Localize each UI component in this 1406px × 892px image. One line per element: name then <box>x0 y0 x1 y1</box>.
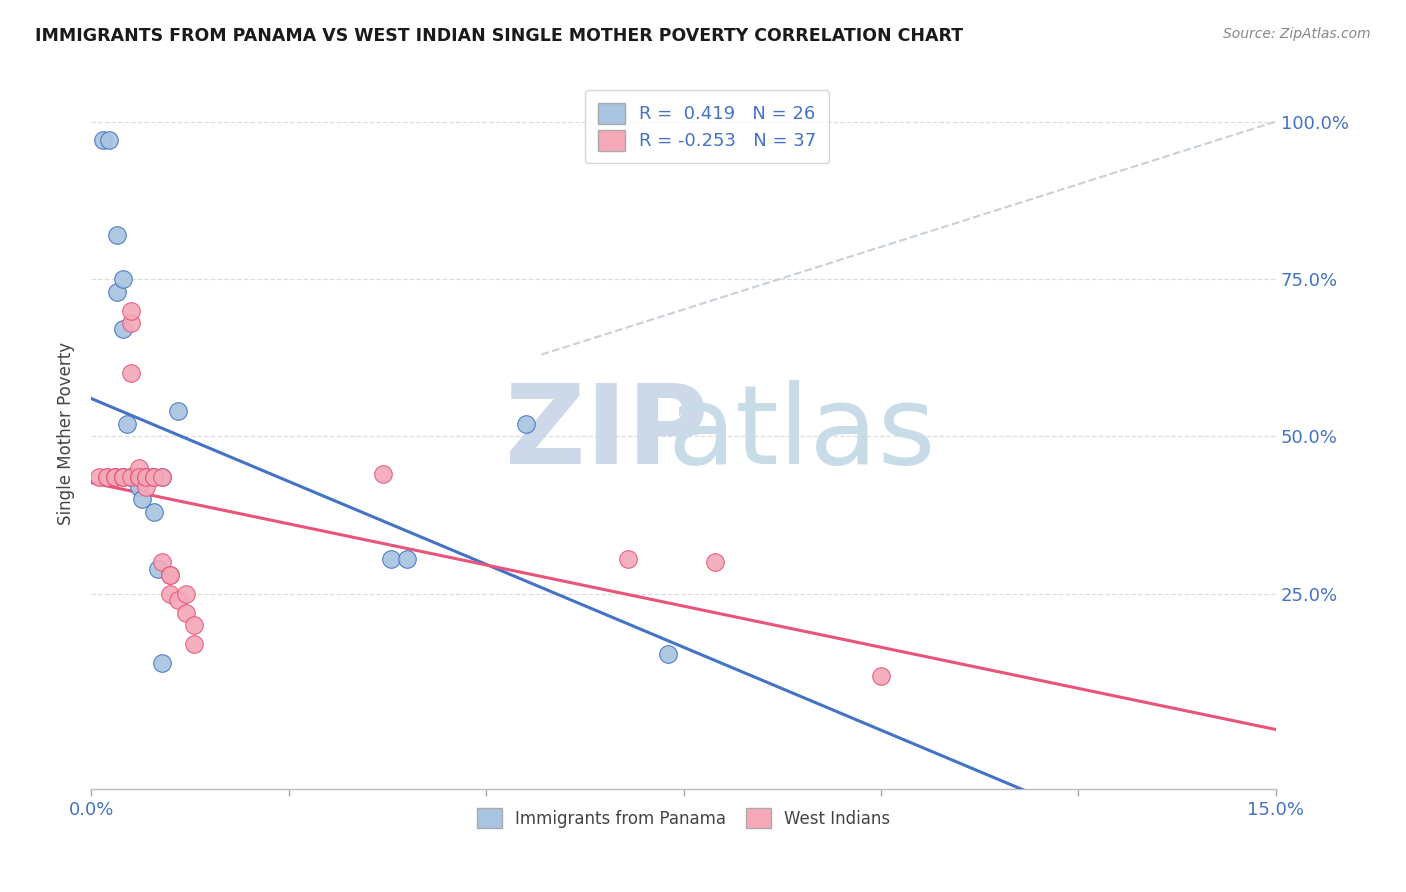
Point <box>128 470 150 484</box>
Point <box>105 227 128 242</box>
Point <box>150 470 173 484</box>
Point <box>183 618 205 632</box>
Point <box>135 470 157 484</box>
Point <box>159 587 181 601</box>
Point <box>135 470 157 484</box>
Point <box>143 505 166 519</box>
Point <box>87 470 110 484</box>
Point <box>143 470 166 484</box>
Point <box>120 470 142 484</box>
Point <box>135 470 157 484</box>
Point <box>111 470 134 484</box>
Point <box>120 303 142 318</box>
Point <box>159 568 181 582</box>
Point <box>143 470 166 484</box>
Point <box>111 322 134 336</box>
Point <box>704 556 727 570</box>
Point <box>167 593 190 607</box>
Point <box>91 133 114 147</box>
Text: Source: ZipAtlas.com: Source: ZipAtlas.com <box>1223 27 1371 41</box>
Point <box>105 285 128 299</box>
Point <box>515 417 537 431</box>
Point <box>150 470 173 484</box>
Point <box>174 587 197 601</box>
Point <box>128 480 150 494</box>
Point <box>120 316 142 330</box>
Point <box>135 480 157 494</box>
Point <box>167 404 190 418</box>
Legend: Immigrants from Panama, West Indians: Immigrants from Panama, West Indians <box>470 802 897 834</box>
Point <box>111 470 134 484</box>
Point <box>373 467 395 482</box>
Y-axis label: Single Mother Poverty: Single Mother Poverty <box>58 342 75 524</box>
Point <box>380 552 402 566</box>
Point <box>135 470 157 484</box>
Point <box>131 492 153 507</box>
Point <box>657 647 679 661</box>
Text: IMMIGRANTS FROM PANAMA VS WEST INDIAN SINGLE MOTHER POVERTY CORRELATION CHART: IMMIGRANTS FROM PANAMA VS WEST INDIAN SI… <box>35 27 963 45</box>
Point <box>111 272 134 286</box>
Point <box>183 637 205 651</box>
Point <box>104 470 127 484</box>
Point <box>870 669 893 683</box>
Point <box>120 367 142 381</box>
Point <box>159 568 181 582</box>
Point <box>125 470 148 484</box>
Point <box>111 470 134 484</box>
Point <box>120 470 142 484</box>
Point <box>97 133 120 147</box>
Text: atlas: atlas <box>668 380 936 487</box>
Point <box>124 470 146 484</box>
Point <box>174 606 197 620</box>
Point <box>617 552 640 566</box>
Point <box>396 552 419 566</box>
Point <box>150 657 173 671</box>
Text: ZIP: ZIP <box>505 380 709 487</box>
Point <box>120 470 142 484</box>
Point <box>111 470 134 484</box>
Point <box>96 470 118 484</box>
Point <box>104 470 127 484</box>
Point <box>128 470 150 484</box>
Point <box>150 556 173 570</box>
Point <box>142 470 165 484</box>
Point <box>96 470 118 484</box>
Point <box>128 461 150 475</box>
Point <box>115 417 138 431</box>
Point <box>104 470 127 484</box>
Point <box>128 470 150 484</box>
Point <box>148 562 170 576</box>
Point <box>128 470 150 484</box>
